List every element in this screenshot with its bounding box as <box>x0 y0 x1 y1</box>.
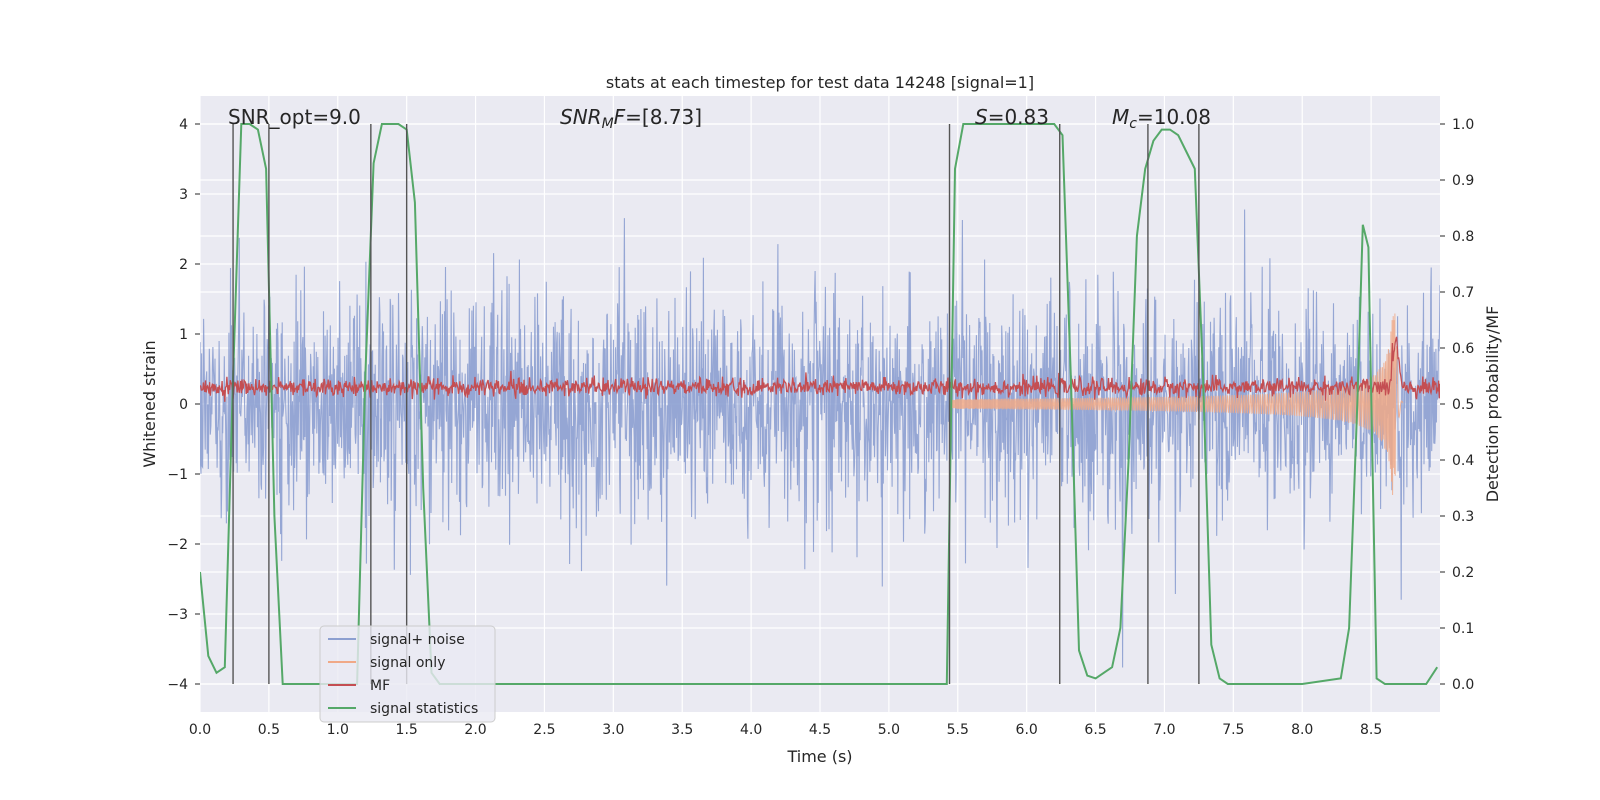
y-tick-left-label: 3 <box>179 187 188 203</box>
y-tick-right-label: 0.3 <box>1452 509 1474 525</box>
y-axis-left-label: Whitened strain <box>140 340 159 467</box>
annotation-s: S=0.83 <box>975 105 1049 129</box>
y-tick-left-label: −1 <box>167 467 188 483</box>
y-tick-left-label: 1 <box>179 327 188 343</box>
chart-title: stats at each timestep for test data 142… <box>606 73 1034 92</box>
y-axis-right-label: Detection probability/MF <box>1483 306 1502 503</box>
x-tick-label: 4.5 <box>809 722 831 738</box>
x-tick-label: 8.0 <box>1291 722 1313 738</box>
y-tick-right-label: 0.5 <box>1452 397 1474 413</box>
x-tick-label: 8.5 <box>1360 722 1382 738</box>
x-tick-label: 6.5 <box>1084 722 1106 738</box>
x-tick-label: 5.0 <box>878 722 900 738</box>
y-tick-left-label: 4 <box>179 117 188 133</box>
x-tick-label: 1.5 <box>396 722 418 738</box>
y-tick-left-label: 0 <box>179 397 188 413</box>
y-tick-right-label: 0.7 <box>1452 285 1474 301</box>
y-tick-left-label: −2 <box>167 537 188 553</box>
y-tick-left-label: −3 <box>167 607 188 623</box>
x-tick-label: 7.0 <box>1153 722 1175 738</box>
y-tick-left-label: −4 <box>167 677 188 693</box>
x-tick-label: 0.0 <box>189 722 211 738</box>
y-tick-right-label: 0.8 <box>1452 229 1474 245</box>
y-tick-right-label: 0.1 <box>1452 621 1474 637</box>
legend-label-signal-only: signal only <box>370 655 445 671</box>
legend-label-mf: MF <box>370 678 390 694</box>
x-tick-label: 3.0 <box>602 722 624 738</box>
annotation-snr-opt: SNR_opt=9.0 <box>228 105 361 129</box>
x-tick-label: 7.5 <box>1222 722 1244 738</box>
x-tick-label: 1.0 <box>327 722 349 738</box>
x-tick-label: 2.0 <box>464 722 486 738</box>
x-tick-label: 5.5 <box>947 722 969 738</box>
x-axis-label: Time (s) <box>786 747 852 766</box>
legend: signal+ noise signal only MF signal stat… <box>320 626 495 722</box>
annotation-mc: Mc=10.08 <box>1112 105 1211 132</box>
y-tick-right-label: 1.0 <box>1452 117 1474 133</box>
x-tick-label: 3.5 <box>671 722 693 738</box>
y-tick-right-label: 0.9 <box>1452 173 1474 189</box>
legend-label-signal-noise: signal+ noise <box>370 632 465 648</box>
x-tick-label: 4.0 <box>740 722 762 738</box>
y-tick-right-label: 0.0 <box>1452 677 1474 693</box>
x-tick-label: 6.0 <box>1016 722 1038 738</box>
y-tick-left-label: 2 <box>179 257 188 273</box>
y-tick-right-label: 0.6 <box>1452 341 1474 357</box>
y-tick-right-label: 0.2 <box>1452 565 1474 581</box>
annotation-snr-mf: SNRMF=[8.73] <box>560 105 702 132</box>
legend-label-signal-statistics: signal statistics <box>370 701 478 717</box>
chart: 0.0 0.5 1.0 1.5 2.0 2.5 3.0 3.5 4.0 4.5 5.0 5.5 6.0 6… <box>0 0 1600 800</box>
x-tick-label: 2.5 <box>533 722 555 738</box>
y-tick-right-label: 0.4 <box>1452 453 1474 469</box>
x-tick-label: 0.5 <box>258 722 280 738</box>
